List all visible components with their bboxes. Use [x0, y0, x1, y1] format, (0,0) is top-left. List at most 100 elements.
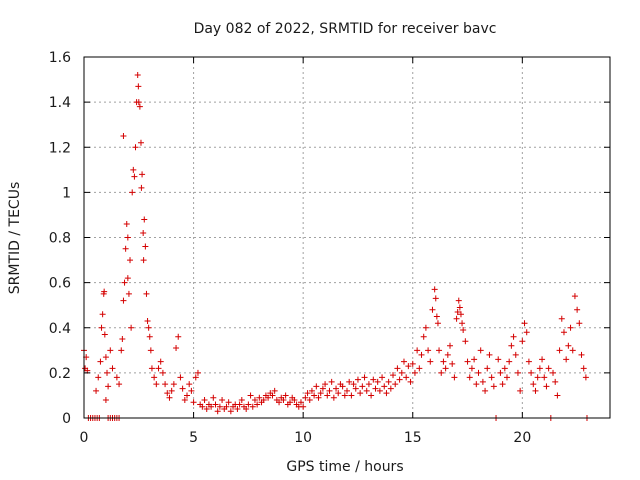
- data-point: [95, 374, 102, 381]
- data-point: [418, 351, 425, 358]
- data-point: [102, 396, 109, 403]
- data-point: [140, 229, 147, 236]
- data-point: [212, 401, 219, 408]
- data-point: [514, 369, 521, 376]
- data-point: [333, 385, 340, 392]
- data-point: [416, 365, 423, 372]
- data-point: [482, 387, 489, 394]
- data-point: [219, 396, 226, 403]
- data-point: [113, 374, 120, 381]
- data-point: [543, 383, 550, 390]
- data-point: [143, 290, 150, 297]
- data-point: [560, 329, 567, 336]
- chart-title: Day 082 of 2022, SRMTID for receiver bav…: [194, 21, 497, 37]
- data-point: [105, 383, 112, 390]
- data-point: [107, 347, 114, 354]
- data-point: [214, 408, 221, 415]
- x-tick-label: 5: [189, 430, 198, 446]
- data-point: [409, 360, 416, 367]
- data-point: [449, 360, 456, 367]
- data-point: [528, 369, 535, 376]
- data-point: [177, 374, 184, 381]
- data-point: [501, 365, 508, 372]
- x-axis-label: GPS time / hours: [286, 459, 403, 475]
- data-point: [179, 385, 186, 392]
- data-point: [457, 311, 464, 318]
- data-point: [464, 358, 471, 365]
- data-point: [400, 358, 407, 365]
- data-point: [245, 401, 252, 408]
- data-point: [147, 347, 154, 354]
- data-point: [550, 369, 557, 376]
- y-tick-label: 0.6: [49, 276, 71, 292]
- data-point: [208, 403, 215, 410]
- y-axis-label: SRMTID / TECUs: [7, 182, 23, 295]
- data-point: [536, 365, 543, 372]
- data-point: [556, 347, 563, 354]
- data-point: [168, 387, 175, 394]
- data-point: [251, 396, 258, 403]
- y-tick-label: 0: [62, 411, 71, 427]
- data-point: [403, 374, 410, 381]
- data-point: [576, 320, 583, 327]
- data-point: [124, 275, 131, 282]
- data-point: [422, 324, 429, 331]
- data-point: [101, 288, 108, 295]
- data-point: [131, 173, 138, 180]
- data-point: [407, 378, 414, 385]
- data-point: [405, 363, 412, 370]
- data-point: [118, 347, 125, 354]
- data-point: [567, 324, 574, 331]
- data-point: [455, 297, 462, 304]
- data-point: [442, 365, 449, 372]
- x-tick-label: 15: [404, 430, 422, 446]
- data-point: [199, 403, 206, 410]
- data-point: [145, 324, 152, 331]
- data-point: [427, 358, 434, 365]
- axis-ticks: [83, 56, 610, 419]
- data-point: [352, 385, 359, 392]
- data-point: [159, 369, 166, 376]
- data-point: [545, 365, 552, 372]
- data-point: [459, 320, 466, 327]
- data-point: [153, 381, 160, 388]
- data-point: [376, 387, 383, 394]
- data-point: [420, 333, 427, 340]
- data-point: [166, 394, 173, 401]
- data-point: [146, 333, 153, 340]
- data-point: [201, 396, 208, 403]
- data-point: [462, 338, 469, 345]
- data-point: [429, 306, 436, 313]
- data-point: [317, 390, 324, 397]
- data-point: [554, 392, 561, 399]
- data-point: [130, 166, 137, 173]
- data-point: [451, 374, 458, 381]
- data-point: [97, 358, 104, 365]
- data-point: [374, 378, 381, 385]
- x-tick-label: 0: [80, 430, 89, 446]
- data-point: [184, 392, 191, 399]
- data-point: [210, 394, 217, 401]
- data-point: [328, 378, 335, 385]
- data-point: [521, 320, 528, 327]
- data-points: [81, 72, 590, 421]
- data-point: [359, 383, 366, 390]
- data-point: [123, 220, 130, 227]
- data-point: [503, 374, 510, 381]
- data-point: [436, 347, 443, 354]
- data-point: [370, 376, 377, 383]
- data-point: [135, 83, 142, 90]
- data-point: [139, 171, 146, 178]
- data-point: [140, 257, 147, 264]
- data-point: [563, 356, 570, 363]
- data-point: [319, 385, 326, 392]
- data-point: [128, 324, 135, 331]
- data-point: [119, 336, 126, 343]
- y-tick-label: 0.8: [49, 231, 71, 247]
- data-point: [368, 392, 375, 399]
- data-point: [508, 342, 515, 349]
- data-point: [510, 333, 517, 340]
- data-point: [192, 374, 199, 381]
- data-point: [335, 390, 342, 397]
- data-point: [466, 374, 473, 381]
